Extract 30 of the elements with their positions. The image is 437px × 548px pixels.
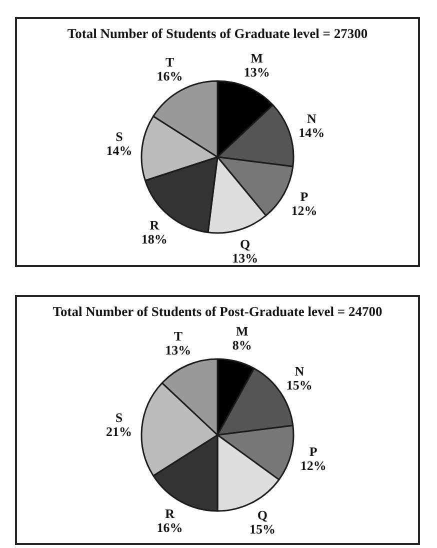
data-label: 14% (298, 124, 325, 140)
slice-label: S (115, 410, 123, 426)
data-label: 16% (156, 520, 183, 536)
slice-label: M (236, 323, 248, 338)
data-label: 13% (165, 342, 192, 358)
slice-label: S (116, 128, 123, 144)
slice-label: T (165, 54, 174, 70)
slice-label: N (306, 110, 317, 126)
data-label: 12% (291, 203, 318, 218)
data-label: 12% (300, 458, 326, 473)
slice-label: N (294, 364, 305, 379)
chart-title: Total Number of Students of Graduate level = 27300 (66, 25, 369, 43)
data-label: 13% (232, 250, 258, 266)
data-label: 21% (106, 424, 132, 440)
data-label: 16% (156, 68, 183, 84)
slice-label: R (165, 506, 176, 522)
slice-label: P (300, 189, 308, 204)
slice-label: Q (240, 236, 250, 252)
slice-label: P (309, 444, 318, 459)
data-label: 15% (286, 378, 312, 393)
slice-label: T (174, 328, 183, 344)
chart-title: Total Number of Students of Post-Graduate level = 24700 (52, 304, 382, 319)
data-label: 13% (244, 64, 270, 80)
data-label: 14% (106, 142, 132, 158)
slice-label: M (250, 50, 263, 66)
data-label: 8% (232, 337, 252, 352)
slice-label: R (150, 218, 160, 233)
slice-label: Q (257, 508, 268, 523)
data-label: 15% (249, 522, 276, 537)
data-label: 18% (141, 232, 168, 247)
